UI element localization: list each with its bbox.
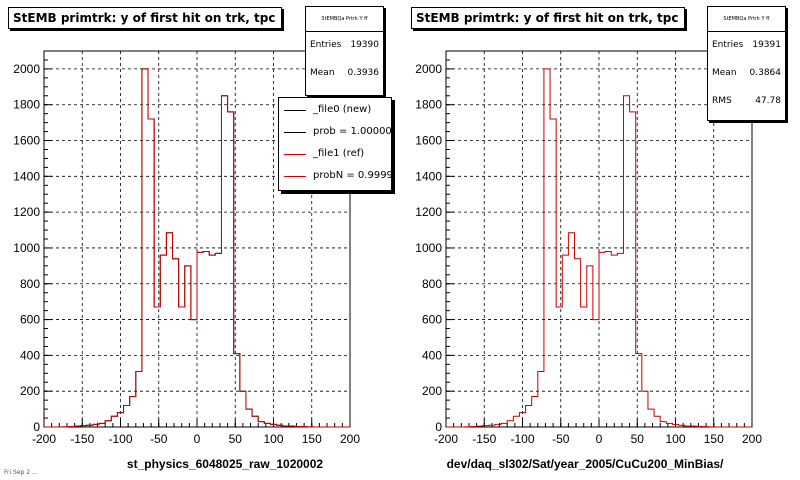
legend: _file0 (new) prob = 1.000000 _file1 (ref… [278,97,392,191]
legend-label: prob = 1.000000 [313,126,392,137]
x-axis-label: st_physics_6048025_raw_1020002 [127,457,323,471]
y-tick-label: 400 [422,348,442,362]
x-tick-label: 200 [340,432,360,446]
stats-value: 19391 [752,40,781,50]
y-tick-label: 1800 [13,98,40,112]
stats-label: Entries [310,40,342,50]
stats-box-left: StEMBQa Prtrk Y ff Entries 19390 Mean 0.… [305,6,384,96]
x-tick-label: 0 [194,432,201,446]
legend-label: probN = 0.99999 [313,170,392,181]
y-tick-label: 2000 [13,62,40,76]
histogram-series [44,68,350,428]
x-axis-label: dev/daq_sl302/Sat/year_2005/CuCu200_MinB… [447,457,724,471]
y-tick-label: 600 [422,313,442,327]
stats-label: RMS [712,96,732,106]
legend-entry: _file0 (new) [279,100,391,122]
y-tick-label: 400 [20,348,40,362]
stats-row-entries: Entries 19390 [306,32,383,60]
legend-entry: _file1 (ref) [279,144,391,166]
x-tick-label: -200 [32,432,56,446]
x-tick-label: -200 [434,432,458,446]
legend-line [284,176,306,177]
stats-value: 19390 [350,40,379,50]
legend-entry: probN = 0.99999 [279,166,391,188]
x-tick-label: -150 [472,432,496,446]
stats-box-right: StEMBQa Prtrk Y ff Entries 19391 Mean 0.… [707,6,786,121]
stats-label: Mean [712,68,737,78]
y-tick-label: 600 [20,313,40,327]
y-tick-label: 1600 [415,134,442,148]
x-tick-label: -150 [70,432,94,446]
y-tick-label: 1000 [415,241,442,255]
stats-value: 0.3864 [749,68,782,78]
x-tick-label: -50 [150,432,168,446]
stats-row-rms: RMS 47.78 [708,88,785,116]
y-tick-label: 1400 [13,169,40,183]
stats-value: 0.3936 [347,68,380,78]
legend-line [284,154,306,155]
y-tick-label: 1800 [415,98,442,112]
y-tick-label: 1200 [415,205,442,219]
y-tick-label: 1000 [13,241,40,255]
x-tick-label: 50 [631,432,645,446]
stats-label: Entries [712,40,744,50]
y-tick-label: 800 [422,277,442,291]
stats-title: StEMBQa Prtrk Y ff [306,7,383,32]
stats-label: Mean [310,68,335,78]
y-tick-label: 1400 [415,169,442,183]
y-tick-label: 200 [422,384,442,398]
x-tick-label: 150 [302,432,322,446]
histogram-series [446,68,752,428]
x-tick-label: 100 [665,432,685,446]
stats-value: 47.78 [755,96,781,106]
x-tick-label: -100 [108,432,132,446]
x-tick-label: -100 [510,432,534,446]
footer-text: Fri Sep 2 ... [4,469,38,476]
y-tick-label: 1600 [13,134,40,148]
y-tick-label: 800 [20,277,40,291]
y-tick-label: 1200 [13,205,40,219]
y-tick-label: 200 [20,384,40,398]
y-tick-label: 2000 [415,62,442,76]
chart-title-right: StEMB primtrk: y of first hit on trk, tp… [411,7,685,29]
legend-label: _file1 (ref) [313,148,365,159]
legend-line [284,132,306,133]
chart-title-left: StEMB primtrk: y of first hit on trk, tp… [8,7,282,29]
x-tick-label: 0 [596,432,603,446]
x-tick-label: -50 [552,432,570,446]
x-tick-label: 50 [229,432,243,446]
legend-entry: prob = 1.000000 [279,122,391,144]
stats-title: StEMBQa Prtrk Y ff [708,7,785,32]
x-tick-label: 150 [704,432,724,446]
legend-line [284,110,306,111]
y-tick-label: 0 [435,420,442,434]
legend-label: _file0 (new) [313,104,372,115]
x-tick-label: 100 [263,432,283,446]
stats-row-mean: Mean 0.3864 [708,60,785,88]
stats-row-mean: Mean 0.3936 [306,60,383,88]
stats-row-entries: Entries 19391 [708,32,785,60]
x-tick-label: 200 [742,432,762,446]
y-tick-label: 0 [33,420,40,434]
